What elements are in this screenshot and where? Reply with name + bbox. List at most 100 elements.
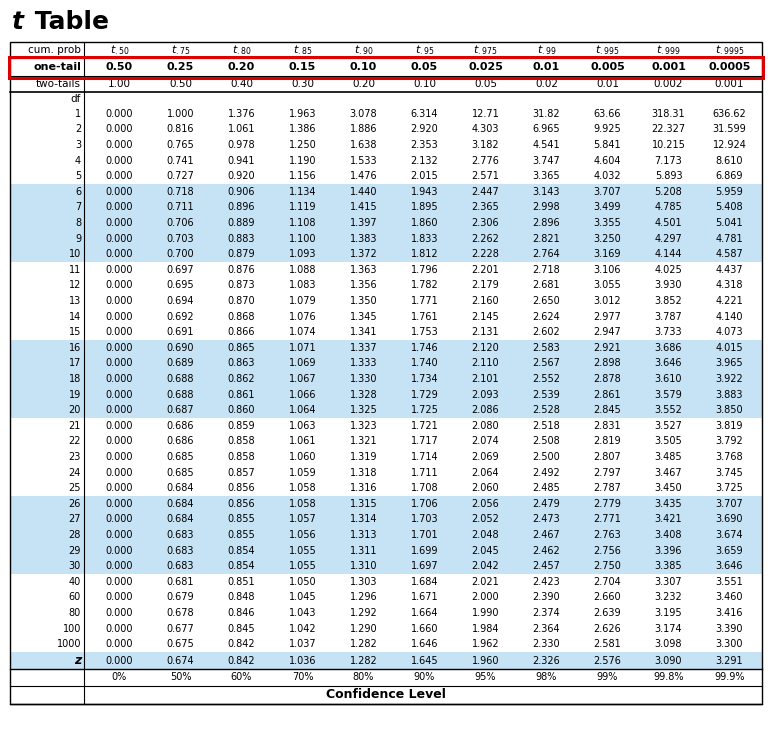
Bar	[10, 371, 762, 387]
Text: 1.415: 1.415	[349, 203, 377, 212]
Text: 0.000: 0.000	[106, 312, 134, 322]
Text: 3.232: 3.232	[654, 593, 683, 602]
Text: 1.761: 1.761	[411, 312, 439, 322]
Text: 0.688: 0.688	[167, 374, 194, 384]
Text: 0.002: 0.002	[654, 79, 684, 89]
Text: 3.551: 3.551	[716, 577, 743, 587]
Bar	[10, 543, 762, 559]
Text: 17: 17	[68, 358, 81, 368]
Text: 1.036: 1.036	[289, 656, 316, 666]
Text: 4.303: 4.303	[472, 124, 499, 134]
Text: 0.711: 0.711	[167, 203, 194, 212]
Text: 1.664: 1.664	[411, 608, 439, 618]
Text: 1.372: 1.372	[349, 249, 377, 259]
Text: 31.82: 31.82	[533, 108, 561, 119]
Text: 31.599: 31.599	[713, 124, 746, 134]
Text: 1.325: 1.325	[349, 405, 377, 415]
Bar	[9, 56, 763, 78]
Text: 0.50: 0.50	[106, 62, 133, 72]
Text: 0.000: 0.000	[106, 280, 134, 291]
Text: 2.552: 2.552	[532, 374, 561, 384]
Text: 0.842: 0.842	[227, 656, 255, 666]
Text: $t_{.999}$: $t_{.999}$	[656, 43, 680, 57]
Text: 2.896: 2.896	[533, 218, 561, 228]
Text: $t_{.50}$: $t_{.50}$	[110, 43, 129, 57]
Text: 0.861: 0.861	[228, 389, 255, 400]
Bar	[10, 559, 762, 574]
Text: 1.476: 1.476	[349, 171, 377, 181]
Text: 2.977: 2.977	[594, 312, 621, 322]
Text: 2.306: 2.306	[472, 218, 499, 228]
Text: 2.763: 2.763	[594, 530, 621, 540]
Bar	[10, 496, 762, 511]
Text: 0.20: 0.20	[228, 62, 255, 72]
Text: 12: 12	[68, 280, 81, 291]
Text: 1.037: 1.037	[289, 639, 316, 649]
Text: 2.364: 2.364	[533, 623, 561, 633]
Text: 3.690: 3.690	[716, 514, 743, 524]
Text: 1.069: 1.069	[289, 358, 316, 368]
Text: 2.145: 2.145	[472, 312, 499, 322]
Text: 2.228: 2.228	[472, 249, 499, 259]
Text: 0.000: 0.000	[106, 530, 134, 540]
Text: 3.421: 3.421	[654, 514, 682, 524]
Text: 1.100: 1.100	[289, 233, 316, 244]
Text: 3.733: 3.733	[654, 328, 682, 337]
Text: 0.906: 0.906	[228, 187, 255, 197]
Bar	[10, 527, 762, 543]
Text: 0.01: 0.01	[533, 62, 560, 72]
Text: 0.000: 0.000	[106, 233, 134, 244]
Text: 2.920: 2.920	[411, 124, 439, 134]
Text: 0.856: 0.856	[227, 483, 255, 493]
Text: 4.781: 4.781	[716, 233, 743, 244]
Text: 0.683: 0.683	[167, 546, 194, 556]
Text: 99%: 99%	[597, 672, 618, 682]
Text: 2: 2	[74, 124, 81, 134]
Text: 0.01: 0.01	[596, 79, 619, 89]
Text: 1.684: 1.684	[411, 577, 439, 587]
Text: 5.408: 5.408	[716, 203, 743, 212]
Text: 3.467: 3.467	[654, 468, 682, 477]
Text: 1.190: 1.190	[289, 156, 316, 166]
Text: 1.043: 1.043	[289, 608, 316, 618]
Text: 2.508: 2.508	[533, 437, 561, 447]
Text: 7.173: 7.173	[654, 156, 683, 166]
Text: $t_{.90}$: $t_{.90}$	[353, 43, 373, 57]
Text: 1.321: 1.321	[349, 437, 377, 447]
Text: 3.527: 3.527	[654, 421, 683, 431]
Text: 1.943: 1.943	[411, 187, 439, 197]
Text: 3.674: 3.674	[716, 530, 743, 540]
Text: 0.025: 0.025	[468, 62, 503, 72]
Text: 1.341: 1.341	[349, 328, 377, 337]
Text: 1.895: 1.895	[411, 203, 439, 212]
Text: 0.15: 0.15	[289, 62, 316, 72]
Text: 10.215: 10.215	[651, 140, 685, 150]
Text: 0.000: 0.000	[106, 389, 134, 400]
Text: 2.681: 2.681	[533, 280, 561, 291]
Text: 0.000: 0.000	[106, 483, 134, 493]
Text: 1.725: 1.725	[411, 405, 439, 415]
Text: 0.000: 0.000	[106, 108, 134, 119]
Text: 2.374: 2.374	[533, 608, 561, 618]
Text: 5.959: 5.959	[716, 187, 743, 197]
Text: 2.921: 2.921	[594, 343, 621, 353]
Text: 0.25: 0.25	[167, 62, 194, 72]
Text: 1.984: 1.984	[472, 623, 499, 633]
Text: 1.771: 1.771	[411, 296, 439, 306]
Text: z: z	[74, 654, 81, 667]
Text: 1.063: 1.063	[289, 421, 316, 431]
Text: 0.000: 0.000	[106, 187, 134, 197]
Text: 0.700: 0.700	[167, 249, 194, 259]
Text: 30: 30	[69, 561, 81, 572]
Text: 2.462: 2.462	[533, 546, 561, 556]
Text: 1.333: 1.333	[349, 358, 377, 368]
Text: 2.365: 2.365	[472, 203, 499, 212]
Text: 2.650: 2.650	[533, 296, 561, 306]
Text: 80%: 80%	[353, 672, 374, 682]
Text: 2.131: 2.131	[472, 328, 499, 337]
Text: 0.896: 0.896	[228, 203, 255, 212]
Text: 1.645: 1.645	[411, 656, 439, 666]
Text: 0.697: 0.697	[167, 265, 194, 275]
Text: 0.675: 0.675	[167, 639, 194, 649]
Text: 2.262: 2.262	[472, 233, 499, 244]
